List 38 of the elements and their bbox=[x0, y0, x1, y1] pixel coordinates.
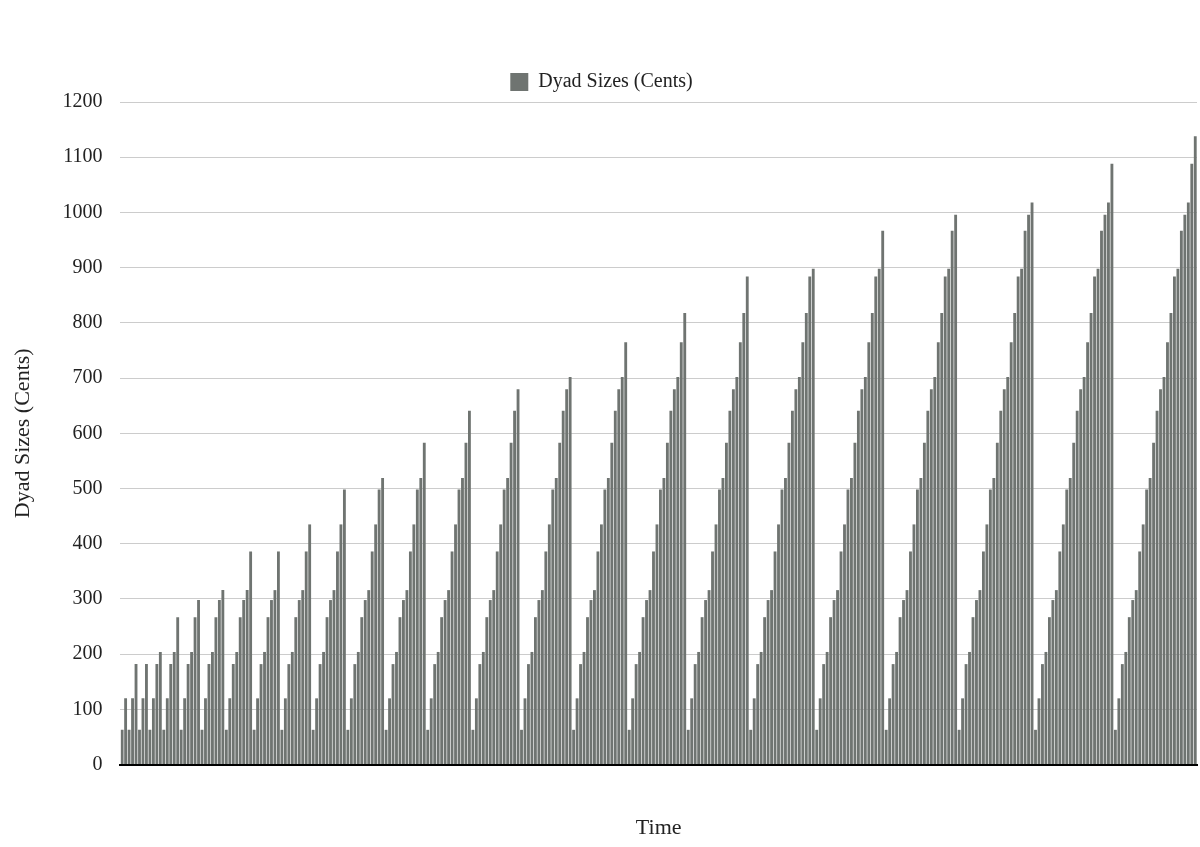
y-tick-label: 400 bbox=[72, 530, 103, 553]
bar bbox=[342, 489, 346, 765]
bar bbox=[381, 478, 385, 765]
y-tick-label: 0 bbox=[92, 751, 103, 774]
bar bbox=[683, 312, 687, 765]
y-tick-label: 100 bbox=[72, 696, 103, 719]
bar bbox=[624, 342, 628, 765]
y-tick-label: 200 bbox=[72, 641, 103, 664]
bar bbox=[124, 698, 128, 765]
bar bbox=[176, 617, 180, 765]
bar bbox=[145, 664, 148, 765]
bar bbox=[881, 230, 885, 765]
bar bbox=[249, 551, 253, 765]
y-tick-label: 300 bbox=[72, 586, 103, 609]
x-axis-title: Time bbox=[635, 813, 682, 839]
bar bbox=[468, 410, 471, 765]
bar bbox=[568, 376, 572, 765]
y-tick-label: 1200 bbox=[62, 89, 103, 112]
y-tick-label: 900 bbox=[72, 254, 103, 277]
y-tick-label: 800 bbox=[72, 310, 103, 333]
bar bbox=[954, 214, 958, 765]
bar bbox=[422, 442, 426, 765]
bar bbox=[276, 551, 280, 765]
y-tick-label: 500 bbox=[72, 475, 103, 498]
bar bbox=[197, 600, 200, 765]
bar bbox=[158, 651, 162, 765]
y-tick-label: 600 bbox=[72, 420, 103, 443]
bar bbox=[308, 524, 312, 765]
legend-label: Dyad Sizes (Cents) bbox=[538, 69, 693, 93]
bar bbox=[1193, 136, 1197, 765]
bar bbox=[745, 276, 749, 765]
bar bbox=[811, 268, 815, 765]
y-tick-label: 1000 bbox=[62, 199, 103, 222]
bar bbox=[221, 590, 225, 765]
y-tick-label: 700 bbox=[72, 365, 103, 388]
bar bbox=[1110, 163, 1114, 765]
y-axis-title: Dyad Sizes (Cents) bbox=[8, 348, 34, 519]
y-tick-label: 1100 bbox=[63, 144, 103, 167]
